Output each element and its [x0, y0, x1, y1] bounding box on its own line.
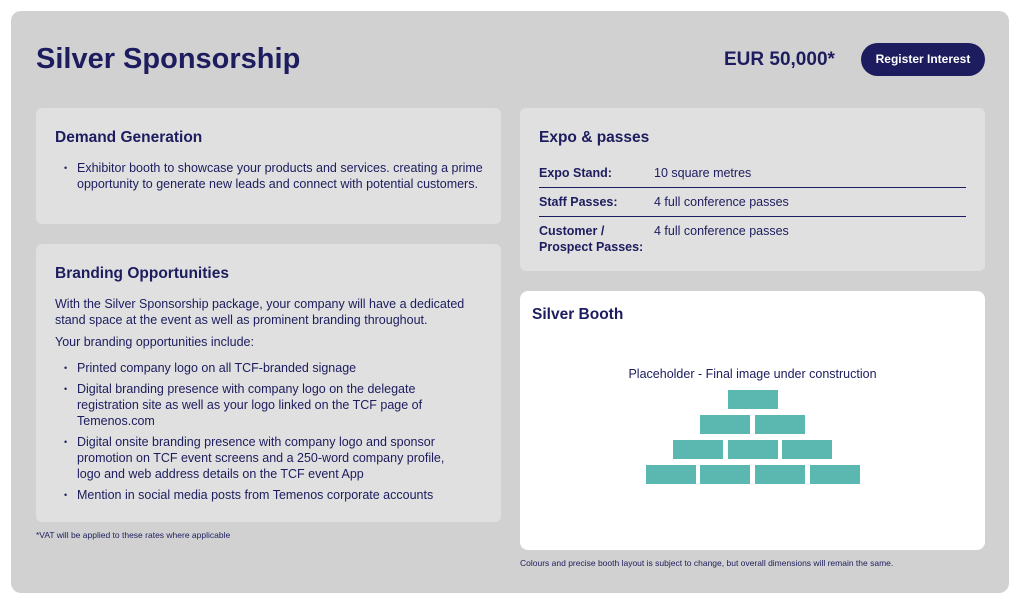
brick	[810, 465, 860, 484]
list-item: Mention in social media posts from Temen…	[64, 487, 471, 503]
price: EUR 50,000*	[724, 49, 835, 70]
expo-row: Expo Stand: 10 square metres	[539, 159, 966, 188]
list-item: Printed company logo on all TCF-branded …	[64, 360, 471, 376]
row-label: Staff Passes:	[539, 195, 618, 209]
vat-note: *VAT will be applied to these rates wher…	[36, 530, 231, 540]
brick	[728, 390, 778, 409]
row-value: 4 full conference passes	[654, 224, 789, 238]
brick	[700, 415, 750, 434]
booth-note: Colours and precise booth layout is subj…	[520, 558, 894, 568]
brick	[700, 465, 750, 484]
list-item: Exhibitor booth to showcase your product…	[64, 160, 483, 192]
brick	[646, 465, 696, 484]
expo-row: Staff Passes: 4 full conference passes	[539, 188, 966, 217]
card-title: Demand Generation	[55, 129, 203, 146]
intro: With the Silver Sponsorship package, you…	[55, 296, 471, 350]
brick	[673, 440, 723, 459]
row-label: Customer / Prospect Passes:	[539, 224, 644, 254]
brick	[755, 465, 805, 484]
booth-card: Silver Booth Placeholder - Final image u…	[520, 291, 985, 550]
row-value: 4 full conference passes	[654, 195, 789, 209]
paragraph: Your branding opportunities include:	[55, 335, 254, 349]
list: Exhibitor booth to showcase your product…	[55, 160, 483, 192]
card-title: Expo & passes	[539, 129, 650, 146]
brick	[782, 440, 832, 459]
page-title: Silver Sponsorship	[36, 43, 301, 75]
expo-card: Expo & passes Expo Stand: 10 square metre…	[520, 108, 985, 271]
list: Printed company logo on all TCF-branded …	[55, 360, 471, 503]
expo-table: Expo Stand: 10 square metres Staff Passes:…	[539, 159, 966, 261]
placeholder: Placeholder - Final image under construc…	[628, 367, 877, 381]
register-button[interactable]: Register Interest	[861, 43, 985, 76]
card-title: Silver Booth	[532, 306, 624, 323]
row-label: Expo Stand:	[539, 166, 612, 180]
row-value: 10 square metres	[654, 166, 752, 180]
paragraph: With the Silver Sponsorship package, you…	[55, 297, 465, 327]
list-item: Digital branding presence with company l…	[64, 381, 471, 429]
card-title: Branding Opportunities	[55, 265, 229, 282]
brick	[728, 440, 778, 459]
brick	[755, 415, 805, 434]
expo-row: Customer / Prospect Passes: 4 full confer…	[539, 217, 966, 261]
list-item: Digital onsite branding presence with co…	[64, 434, 471, 482]
branding-card: Branding Opportunities With the Silver S…	[36, 244, 501, 522]
demand-card: Demand Generation Exhibitor booth to sho…	[36, 108, 501, 224]
